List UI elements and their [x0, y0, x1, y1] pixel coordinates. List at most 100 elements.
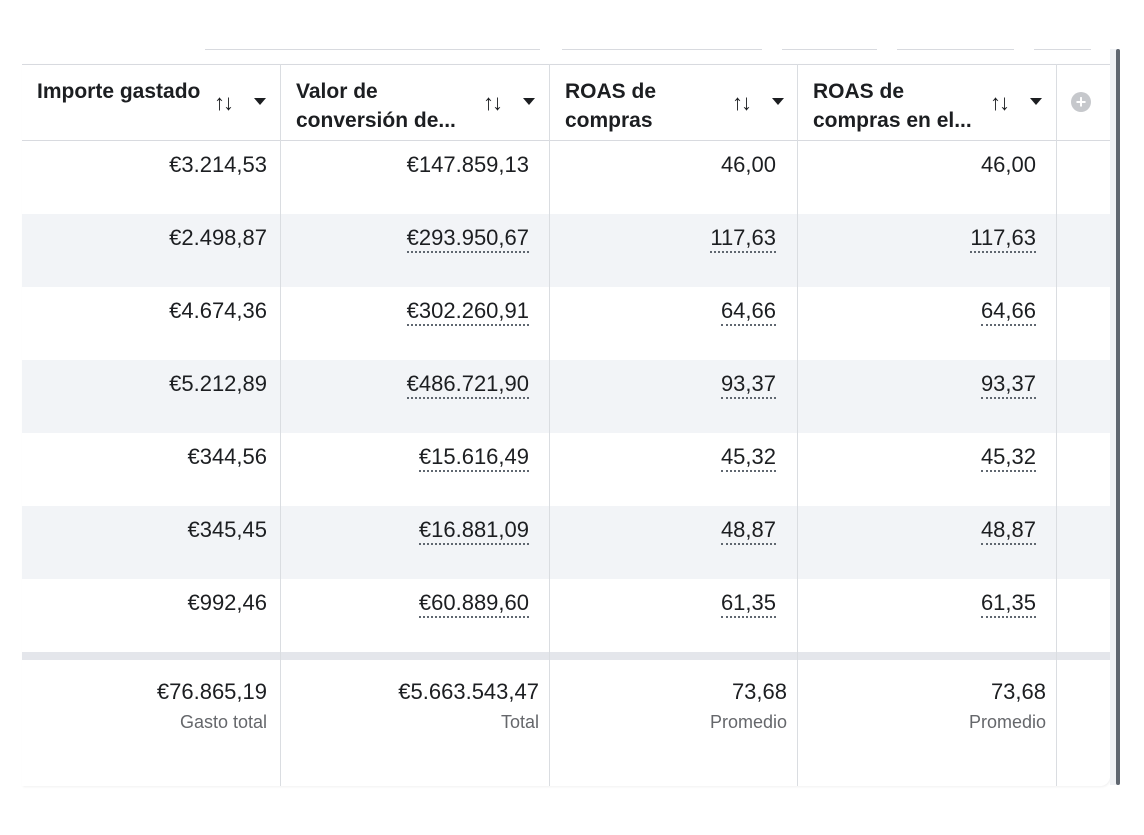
total-value: 73,68 [731, 679, 787, 704]
plus-circle-icon[interactable]: + [1071, 92, 1091, 112]
sort-icon[interactable]: ↑↓ [990, 90, 1010, 115]
total-cell-roas: 73,68 Promedio [550, 660, 787, 737]
cell-value: €5.212,89 [169, 371, 267, 396]
chevron-down-icon[interactable] [1030, 98, 1042, 105]
table-cell: 64,66 [550, 287, 776, 360]
cell-value[interactable]: 61,35 [720, 590, 776, 618]
column-header-importe-gastado[interactable]: Importe gastado ↑↓ [22, 65, 280, 141]
cell-value[interactable]: 64,66 [720, 298, 776, 326]
column-divider [549, 64, 550, 786]
column-header-roas-compras[interactable]: ROAS de compras ↑↓ [550, 65, 797, 141]
column-title: ROAS de compras [565, 80, 657, 132]
sort-icon[interactable]: ↑↓ [214, 90, 234, 115]
table-row[interactable]: €344,56 €15.616,49 45,32 45,32 [22, 433, 1110, 506]
table-footer: €76.865,19 Gasto total €5.663.543,47 Tot… [22, 660, 1110, 786]
table-cell: 64,66 [798, 287, 1036, 360]
table-cell: €5.212,89 [22, 360, 267, 433]
table-cell: €15.616,49 [281, 433, 529, 506]
toolbar-divider [205, 49, 540, 50]
cell-value[interactable]: 48,87 [980, 517, 1036, 545]
cell-value: €147.859,13 [406, 152, 529, 177]
table-row[interactable]: €3.214,53 €147.859,13 46,00 46,00 [22, 141, 1110, 214]
sort-icon[interactable]: ↑↓ [483, 90, 503, 115]
chevron-down-icon[interactable] [772, 98, 784, 105]
cell-value: €992,46 [187, 590, 267, 615]
cell-value[interactable]: 93,37 [980, 371, 1036, 399]
table-cell: 48,87 [798, 506, 1036, 579]
column-divider [280, 64, 281, 786]
cell-value[interactable]: €302.260,91 [406, 298, 529, 326]
table-cell: 93,37 [798, 360, 1036, 433]
table-cell: €2.498,87 [22, 214, 267, 287]
table-row[interactable]: €345,45 €16.881,09 48,87 48,87 [22, 506, 1110, 579]
cell-value[interactable]: 117,63 [710, 225, 776, 253]
column-title: ROAS de compras en el... [813, 80, 972, 132]
chevron-down-icon[interactable] [254, 98, 266, 105]
sort-icon[interactable]: ↑↓ [732, 90, 752, 115]
table-cell: 45,32 [798, 433, 1036, 506]
vertical-scrollbar-thumb[interactable] [1116, 49, 1120, 785]
total-cell-conversion-value: €5.663.543,47 Total [281, 660, 539, 737]
cell-value[interactable]: 93,37 [720, 371, 776, 399]
cell-value[interactable]: 117,63 [970, 225, 1036, 253]
table-cell: €3.214,53 [22, 141, 267, 214]
toolbar-divider [1034, 49, 1091, 50]
total-label: Promedio [968, 712, 1046, 732]
cell-value[interactable]: €60.889,60 [418, 590, 529, 618]
table-cell: €302.260,91 [281, 287, 529, 360]
total-label: Gasto total [179, 712, 267, 732]
table-cell: €344,56 [22, 433, 267, 506]
toolbar-divider [897, 49, 1014, 50]
chevron-down-icon[interactable] [523, 98, 535, 105]
table-cell: €147.859,13 [281, 141, 529, 214]
table-cell: 46,00 [798, 141, 1036, 214]
ads-report-table: €3.214,53 €147.859,13 46,00 46,00 €2.498,87 €… [22, 64, 1110, 786]
cell-value: €345,45 [187, 517, 267, 542]
table-cell: €4.674,36 [22, 287, 267, 360]
table-cell: 46,00 [550, 141, 776, 214]
cell-value[interactable]: €15.616,49 [418, 444, 529, 472]
table-cell: €293.950,67 [281, 214, 529, 287]
table-cell: 48,87 [550, 506, 776, 579]
table-cell: 117,63 [550, 214, 776, 287]
column-title: Importe gastado [37, 80, 201, 103]
cell-value: 46,00 [980, 152, 1036, 177]
column-header-roas-compras-web[interactable]: ROAS de compras en el... ↑↓ [798, 65, 1056, 141]
table-header: Importe gastado ↑↓ Valor de conversión d… [22, 64, 1110, 141]
toolbar-divider [562, 49, 762, 50]
cell-value[interactable]: 45,32 [720, 444, 776, 472]
column-divider [1056, 64, 1057, 786]
column-header-valor-conversion[interactable]: Valor de conversión de... ↑↓ [281, 65, 549, 141]
cell-value: €2.498,87 [169, 225, 267, 250]
cell-value[interactable]: 45,32 [980, 444, 1036, 472]
total-value: €76.865,19 [156, 679, 267, 704]
total-cell-spend: €76.865,19 Gasto total [22, 660, 267, 737]
total-cell-roas-web: 73,68 Promedio [798, 660, 1046, 737]
cell-value[interactable]: €16.881,09 [418, 517, 529, 545]
table-cell: €345,45 [22, 506, 267, 579]
table-row[interactable]: €5.212,89 €486.721,90 93,37 93,37 [22, 360, 1110, 433]
cell-value: €3.214,53 [169, 152, 267, 177]
total-value: €5.663.543,47 [398, 679, 539, 704]
total-value: 73,68 [990, 679, 1046, 704]
table-cell: €992,46 [22, 579, 267, 652]
cell-value[interactable]: 48,87 [720, 517, 776, 545]
table-row[interactable]: €992,46 €60.889,60 61,35 61,35 [22, 579, 1110, 652]
table-cell: 93,37 [550, 360, 776, 433]
cell-value: €344,56 [187, 444, 267, 469]
table-cell: 61,35 [798, 579, 1036, 652]
totals-separator [22, 652, 1110, 660]
cell-value[interactable]: 64,66 [980, 298, 1036, 326]
table-row[interactable]: €2.498,87 €293.950,67 117,63 117,63 [22, 214, 1110, 287]
vertical-scrollbar-track[interactable] [1110, 49, 1120, 785]
table-row[interactable]: €4.674,36 €302.260,91 64,66 64,66 [22, 287, 1110, 360]
total-label: Promedio [709, 712, 787, 732]
table-cell: €486.721,90 [281, 360, 529, 433]
table-cell: 61,35 [550, 579, 776, 652]
toolbar-divider [782, 49, 877, 50]
column-divider [797, 64, 798, 786]
cell-value[interactable]: 61,35 [980, 590, 1036, 618]
cell-value[interactable]: €293.950,67 [406, 225, 529, 253]
total-label: Total [500, 712, 539, 732]
cell-value[interactable]: €486.721,90 [406, 371, 529, 399]
